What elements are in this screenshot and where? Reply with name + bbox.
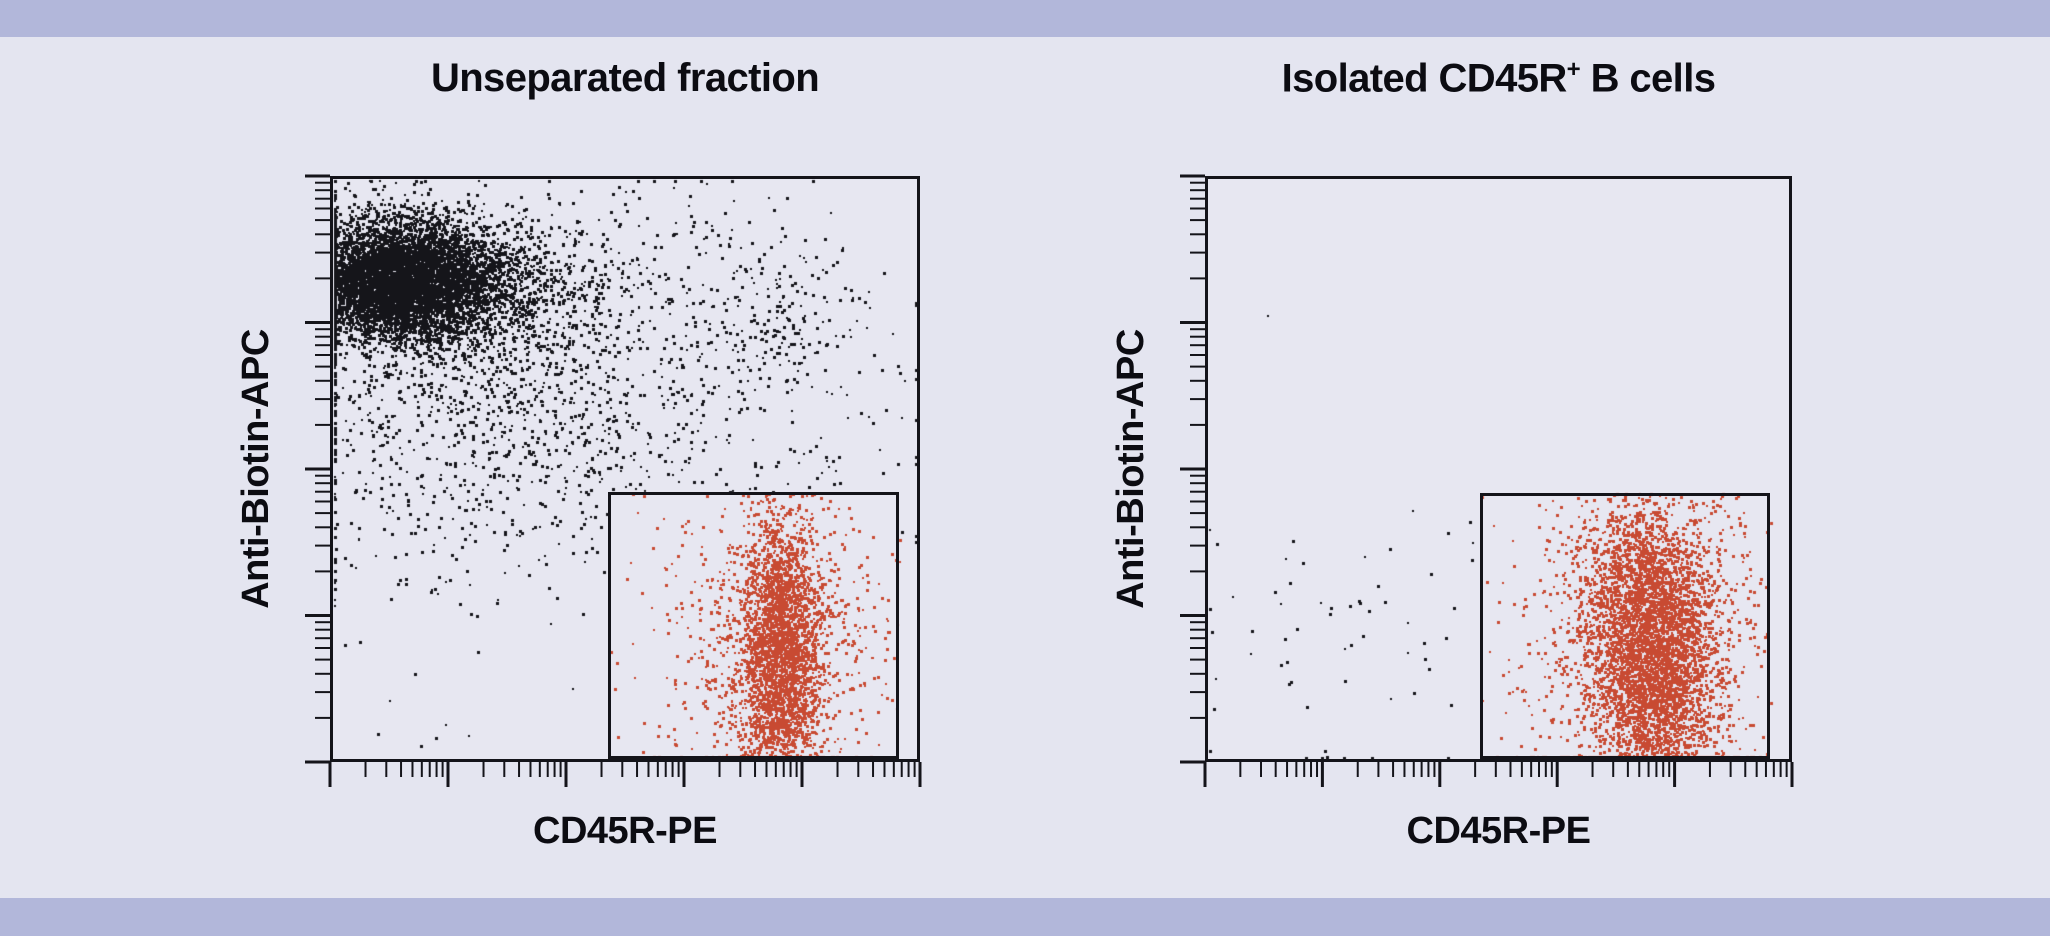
right-plot-title-pre: Isolated CD45R <box>1281 56 1568 101</box>
right-scatter-dots-canvas <box>1208 179 1789 759</box>
bottom-decorative-band <box>0 898 2050 936</box>
top-decorative-band <box>0 0 2050 37</box>
right-plot-title: Isolated CD45R+ B cells <box>1205 56 1792 101</box>
left-gate-rect <box>608 491 899 759</box>
left-plot-title: Unseparated fraction <box>330 58 920 98</box>
left-y-axis-label: Anti-Biotin-APC <box>235 329 277 609</box>
right-plot-title-post: B cells <box>1580 56 1716 101</box>
left-plot-title-text: Unseparated fraction <box>430 56 820 100</box>
right-plot-title-superscript: + <box>1566 56 1581 83</box>
left-scatter-dots-canvas <box>333 179 917 759</box>
left-plot-area <box>305 174 922 787</box>
right-gate-rect <box>1479 492 1770 759</box>
right-y-axis-label: Anti-Biotin-APC <box>1110 329 1152 609</box>
right-plot-area <box>1180 174 1794 787</box>
left-x-axis-label: CD45R-PE <box>533 810 717 852</box>
right-x-axis-label: CD45R-PE <box>1406 810 1591 852</box>
